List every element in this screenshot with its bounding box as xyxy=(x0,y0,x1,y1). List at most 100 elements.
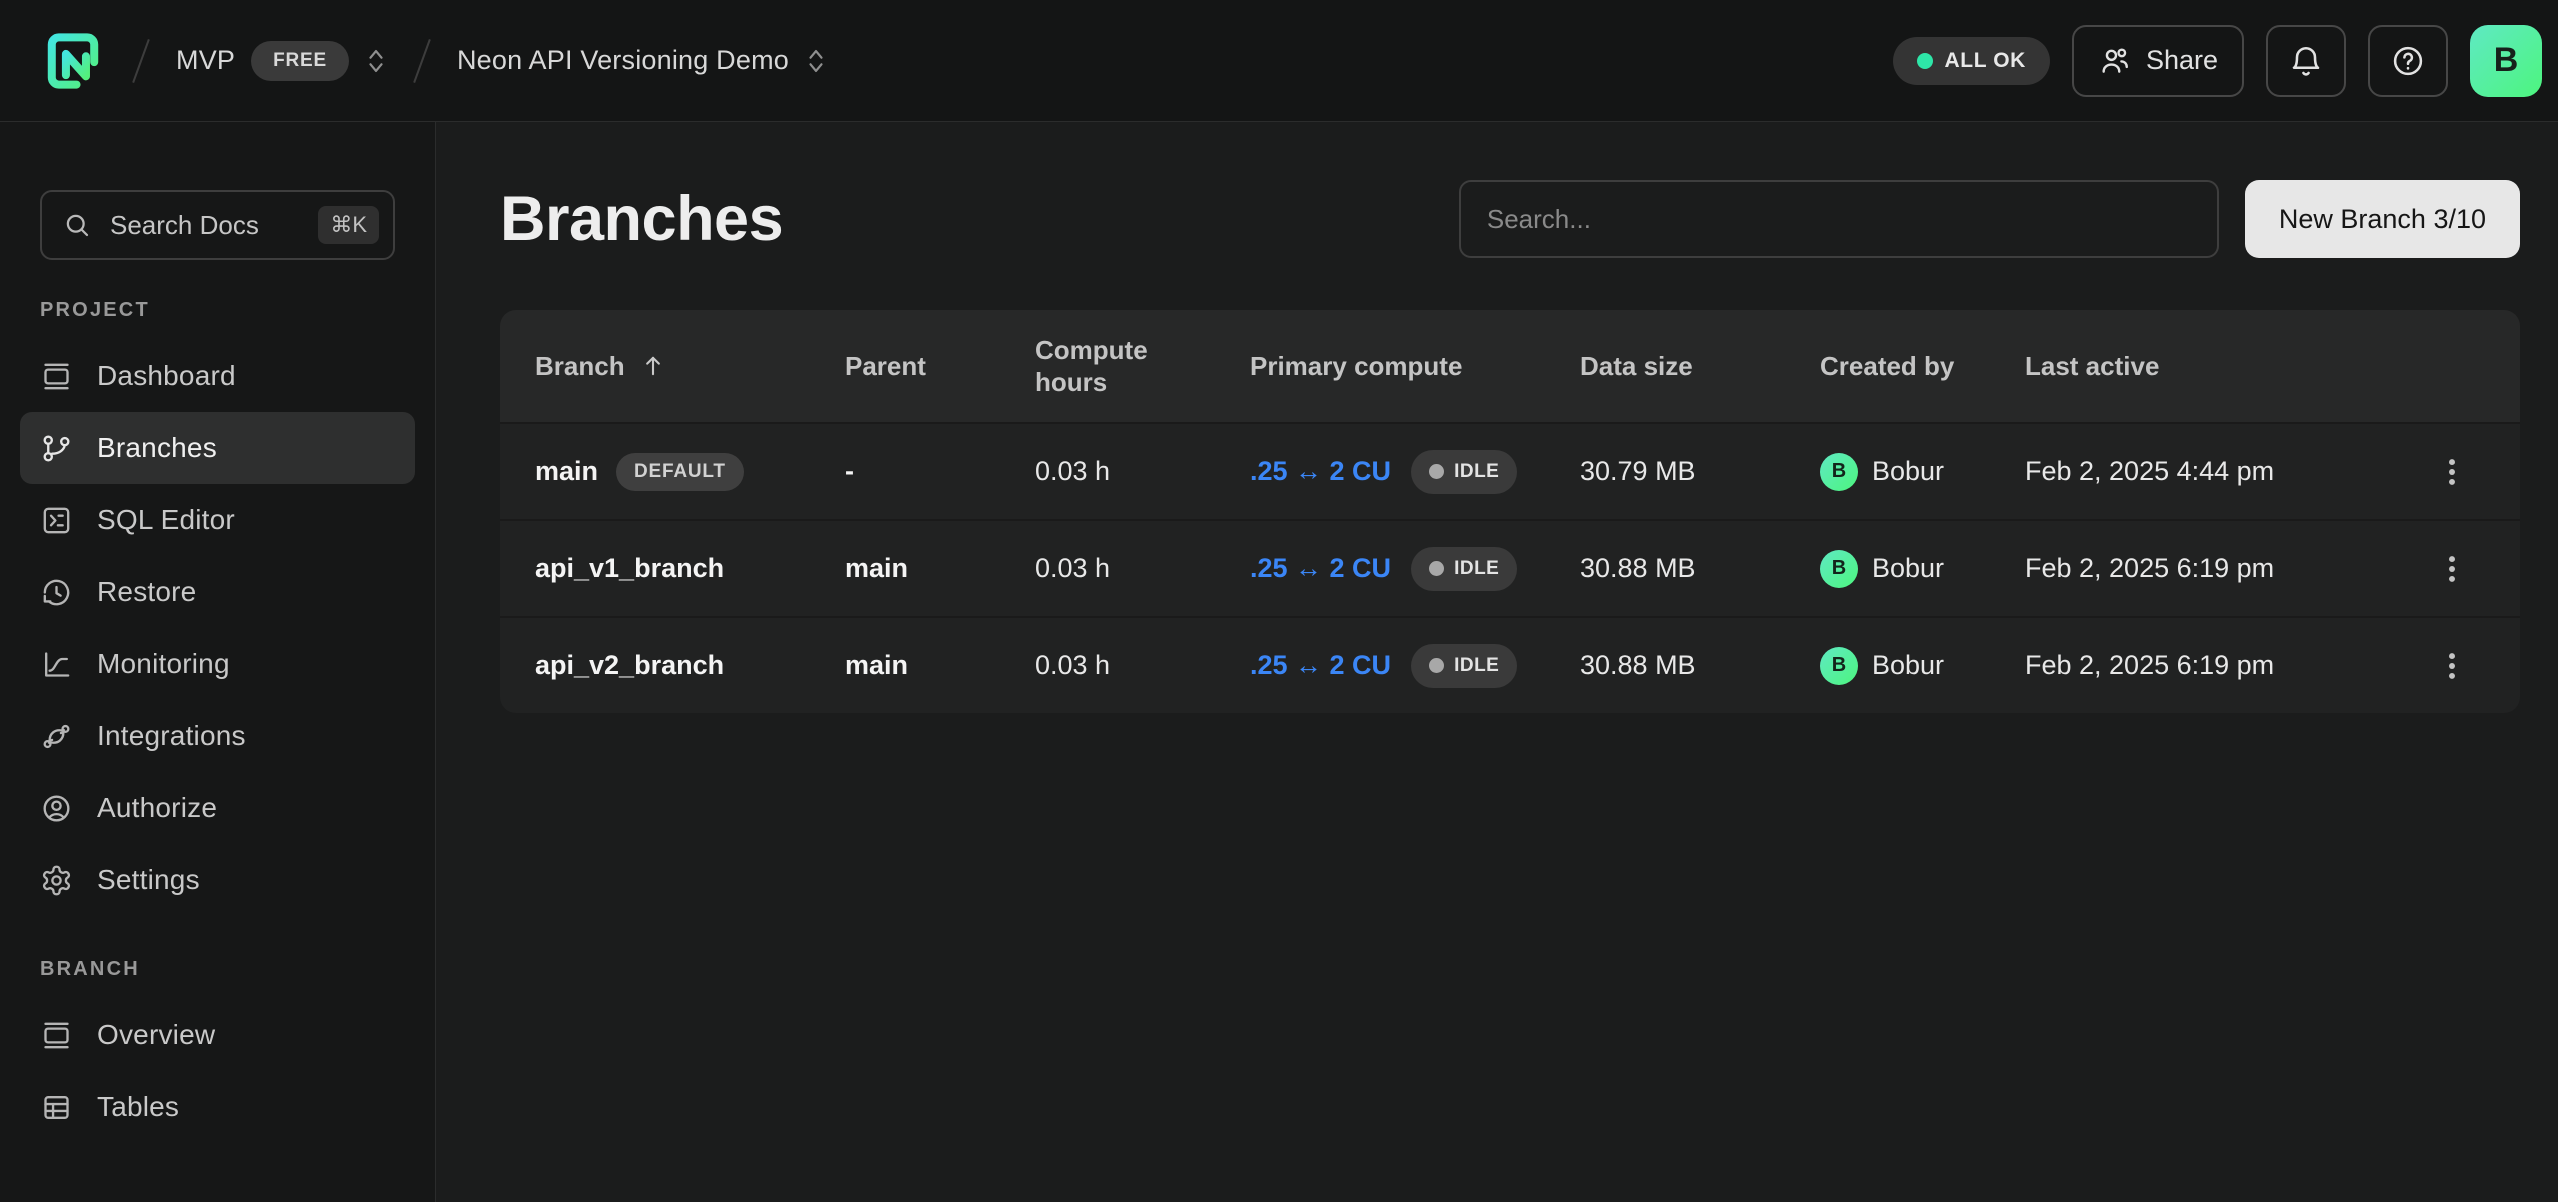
chevron-updown-icon xyxy=(805,46,827,76)
data-size-cell: 30.79 MB xyxy=(1580,456,1820,487)
idle-dot xyxy=(1429,658,1444,673)
sidebar-item-authorize[interactable]: Authorize xyxy=(20,772,415,844)
search-icon xyxy=(62,210,92,240)
section-label-branch: BRANCH xyxy=(40,955,395,983)
column-header-parent: Parent xyxy=(845,350,1035,383)
sidebar-item-restore[interactable]: Restore xyxy=(20,556,415,628)
sidebar-item-integrations[interactable]: Integrations xyxy=(20,700,415,772)
branch-name: main xyxy=(535,456,598,487)
history-icon xyxy=(40,576,73,609)
table-header-row: Branch Parent Compute hours Primary comp… xyxy=(500,310,2520,422)
creator-name: Bobur xyxy=(1872,650,1944,681)
workflow-icon xyxy=(40,720,73,753)
compute-hours-cell: 0.03 h xyxy=(1035,456,1250,487)
project-selector[interactable]: MVP FREE xyxy=(176,41,387,81)
notifications-button[interactable] xyxy=(2266,25,2346,97)
share-button[interactable]: Share xyxy=(2072,25,2244,97)
creator-name: Bobur xyxy=(1872,456,1944,487)
sort-asc-icon xyxy=(639,352,667,380)
parent-cell: main xyxy=(845,553,1035,584)
table-icon xyxy=(40,1091,73,1124)
primary-compute-value: .25 ↔ 2 CU xyxy=(1250,456,1391,487)
new-branch-button[interactable]: New Branch 3/10 xyxy=(2245,180,2520,258)
idle-dot xyxy=(1429,561,1444,576)
main-content: Branches New Branch 3/10 Branch Parent C… xyxy=(436,122,2558,1202)
share-label: Share xyxy=(2146,45,2218,76)
search-docs-button[interactable]: Search Docs ⌘K xyxy=(40,190,395,260)
sidebar-item-settings[interactable]: Settings xyxy=(20,844,415,916)
overview-icon xyxy=(40,1019,73,1052)
sidebar-item-tables[interactable]: Tables xyxy=(20,1071,415,1143)
help-button[interactable] xyxy=(2368,25,2448,97)
status-label: ALL OK xyxy=(1945,49,2026,73)
breadcrumb-separator xyxy=(132,39,150,83)
column-header-last-active: Last active xyxy=(2025,350,2520,383)
search-docs-label: Search Docs xyxy=(110,210,300,241)
branch-name: api_v1_branch xyxy=(535,553,724,584)
compute-state-badge: IDLE xyxy=(1411,547,1517,591)
idle-dot xyxy=(1429,464,1444,479)
breadcrumb-separator xyxy=(413,39,431,83)
neon-logo[interactable] xyxy=(40,28,106,94)
creator-name: Bobur xyxy=(1872,553,1944,584)
branch-page-selector[interactable]: Neon API Versioning Demo xyxy=(457,45,827,76)
compute-state-badge: IDLE xyxy=(1411,644,1517,688)
data-size-cell: 30.88 MB xyxy=(1580,553,1820,584)
breadcrumb-page-name: Neon API Versioning Demo xyxy=(457,45,789,76)
parent-cell: - xyxy=(845,456,1035,487)
column-header-primary-compute: Primary compute xyxy=(1250,350,1580,383)
compute-state-badge: IDLE xyxy=(1411,450,1517,494)
primary-compute-value: .25 ↔ 2 CU xyxy=(1250,553,1391,584)
page-title: Branches xyxy=(500,183,783,255)
table-row-api-v1-branch[interactable]: api_v1_branch main 0.03 h .25 ↔ 2 CU IDL… xyxy=(500,519,2520,616)
status-ok-dot xyxy=(1917,53,1933,69)
compute-hours-cell: 0.03 h xyxy=(1035,650,1250,681)
user-avatar[interactable]: B xyxy=(2470,25,2542,97)
search-shortcut-kbd: ⌘K xyxy=(318,206,379,244)
branches-table: Branch Parent Compute hours Primary comp… xyxy=(500,310,2520,713)
primary-compute-value: .25 ↔ 2 CU xyxy=(1250,650,1391,681)
sidebar-item-overview[interactable]: Overview xyxy=(20,999,415,1071)
sql-editor-icon xyxy=(40,504,73,537)
column-header-compute-hours: Compute hours xyxy=(1035,334,1250,399)
table-row-api-v2-branch[interactable]: api_v2_branch main 0.03 h .25 ↔ 2 CU IDL… xyxy=(500,616,2520,713)
row-menu-kebab-icon[interactable] xyxy=(2432,646,2472,686)
sidebar: Search Docs ⌘K PROJECT Dashboard Branche… xyxy=(0,122,436,1202)
column-header-created-by: Created by xyxy=(1820,350,2025,383)
sidebar-item-branches[interactable]: Branches xyxy=(20,412,415,484)
creator-avatar: B xyxy=(1820,453,1858,491)
last-active-cell: Feb 2, 2025 6:19 pm xyxy=(2025,553,2274,584)
default-badge: DEFAULT xyxy=(616,453,744,491)
sidebar-item-monitoring[interactable]: Monitoring xyxy=(20,628,415,700)
branch-name: api_v2_branch xyxy=(535,650,724,681)
branch-search-input[interactable] xyxy=(1459,180,2219,258)
sidebar-item-sql-editor[interactable]: SQL Editor xyxy=(20,484,415,556)
section-label-project: PROJECT xyxy=(40,296,395,324)
table-row-main[interactable]: main DEFAULT - 0.03 h .25 ↔ 2 CU IDLE 30… xyxy=(500,422,2520,519)
gear-icon xyxy=(40,864,73,897)
project-name: MVP xyxy=(176,45,235,76)
user-circle-icon xyxy=(40,792,73,825)
creator-avatar: B xyxy=(1820,550,1858,588)
plan-badge: FREE xyxy=(251,41,349,81)
git-branch-icon xyxy=(40,432,73,465)
parent-cell: main xyxy=(845,650,1035,681)
creator-avatar: B xyxy=(1820,647,1858,685)
status-badge[interactable]: ALL OK xyxy=(1893,37,2050,85)
row-menu-kebab-icon[interactable] xyxy=(2432,549,2472,589)
top-header: MVP FREE Neon API Versioning Demo ALL OK… xyxy=(0,0,2558,122)
last-active-cell: Feb 2, 2025 4:44 pm xyxy=(2025,456,2274,487)
chevron-updown-icon xyxy=(365,46,387,76)
column-header-branch[interactable]: Branch xyxy=(535,350,845,383)
users-icon xyxy=(2098,44,2132,78)
data-size-cell: 30.88 MB xyxy=(1580,650,1820,681)
compute-hours-cell: 0.03 h xyxy=(1035,553,1250,584)
sidebar-item-dashboard[interactable]: Dashboard xyxy=(20,340,415,412)
avatar-initial: B xyxy=(2494,41,2519,80)
bell-icon xyxy=(2288,43,2324,79)
last-active-cell: Feb 2, 2025 6:19 pm xyxy=(2025,650,2274,681)
row-menu-kebab-icon[interactable] xyxy=(2432,452,2472,492)
column-header-data-size: Data size xyxy=(1580,350,1820,383)
chart-icon xyxy=(40,648,73,681)
help-icon xyxy=(2390,43,2426,79)
